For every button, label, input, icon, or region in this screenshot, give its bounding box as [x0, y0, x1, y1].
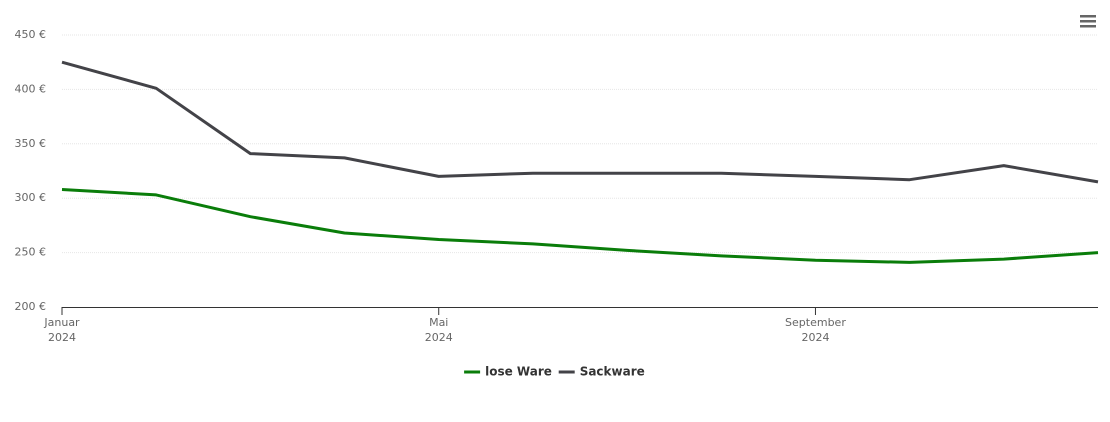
x-tick-label: Mai [429, 316, 448, 329]
menu-bar[interactable] [1080, 15, 1096, 18]
x-tick-label: September [785, 316, 846, 329]
x-tick-label: 2024 [48, 331, 76, 344]
y-tick-label: 300 € [15, 191, 47, 204]
y-tick-label: 400 € [15, 82, 47, 95]
x-tick-label: Januar [43, 316, 80, 329]
menu-bar[interactable] [1080, 25, 1096, 28]
menu-bar[interactable] [1080, 20, 1096, 23]
series-line [61, 188, 1099, 264]
legend: lose Ware Sackware [464, 365, 645, 379]
legend-label: Sackware [580, 365, 645, 379]
legend-label: lose Ware [485, 365, 552, 379]
series-line [61, 60, 1099, 184]
y-tick-label: 350 € [15, 137, 47, 150]
x-tick-label: 2024 [801, 331, 829, 344]
x-tick-label: 2024 [425, 331, 453, 344]
menu-button[interactable] [1080, 15, 1096, 28]
legend-item[interactable]: lose Ware [464, 365, 552, 379]
y-tick-label: 200 € [15, 300, 47, 313]
legend-item[interactable]: Sackware [558, 365, 645, 379]
y-tick-label: 250 € [15, 246, 47, 259]
y-tick-label: 450 € [15, 28, 47, 41]
